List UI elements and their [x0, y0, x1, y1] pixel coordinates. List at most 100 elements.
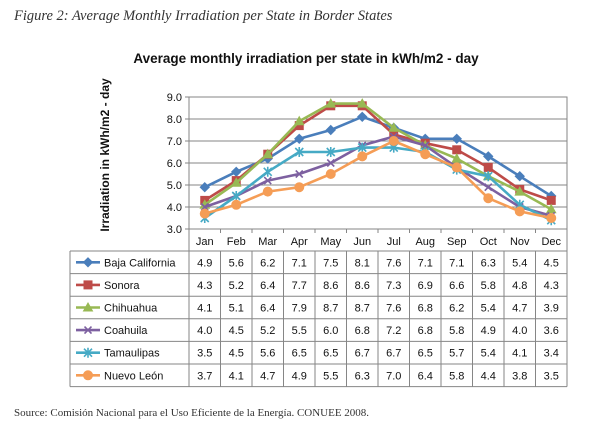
- data-point-chihuahua: [451, 153, 463, 163]
- data-label-nuevo-leon: 3.7: [197, 370, 212, 382]
- data-label-coahuila: 5.8: [449, 325, 464, 337]
- data-point-chihuahua: [356, 98, 368, 108]
- data-label-sonora: 8.6: [355, 280, 370, 292]
- data-label-tamaulipas: 4.5: [229, 348, 244, 360]
- data-label-sonora: 8.6: [323, 280, 338, 292]
- data-point-tamaulipas: [357, 142, 367, 153]
- legend-key-marker-chihuahua: [82, 301, 94, 312]
- legend-label-nuevo-leon: Nuevo León: [104, 370, 163, 382]
- data-point-baja-california: [325, 124, 336, 136]
- data-point-chihuahua: [230, 177, 242, 187]
- data-label-sonora: 6.4: [260, 280, 275, 292]
- data-point-baja-california: [199, 181, 210, 193]
- data-label-nuevo-leon: 3.5: [544, 370, 559, 382]
- data-label-coahuila: 4.9: [481, 325, 496, 337]
- data-label-coahuila: 5.2: [260, 325, 275, 337]
- data-label-nuevo-leon: 7.0: [386, 370, 401, 382]
- data-label-nuevo-leon: 4.1: [229, 370, 244, 382]
- data-label-tamaulipas: 6.7: [355, 348, 370, 360]
- y-tick-label-2: 5.0: [167, 180, 182, 192]
- data-point-coahuila: [263, 176, 272, 185]
- data-label-chihuahua: 5.1: [229, 303, 244, 315]
- data-point-tamaulipas: [231, 191, 241, 201]
- data-label-sonora: 4.3: [544, 280, 559, 292]
- data-label-tamaulipas: 6.5: [323, 348, 338, 360]
- data-label-chihuahua: 6.8: [418, 303, 433, 315]
- x-category-label-0: Jan: [196, 236, 214, 248]
- data-label-chihuahua: 8.7: [355, 303, 370, 315]
- series-line-nuevo-leon: [204, 139, 552, 220]
- legend-key-marker-coahuila: [83, 326, 93, 335]
- data-label-baja-california: 8.1: [355, 257, 370, 269]
- data-point-nuevo-leon: [199, 208, 210, 219]
- data-label-tamaulipas: 6.5: [292, 348, 307, 360]
- data-label-baja-california: 4.9: [197, 257, 212, 269]
- data-label-sonora: 5.2: [229, 280, 244, 292]
- data-point-chihuahua: [325, 98, 337, 108]
- x-category-label-9: Oct: [480, 236, 497, 248]
- series-line-baja-california: [204, 115, 552, 198]
- data-label-tamaulipas: 5.7: [449, 348, 464, 360]
- data-label-sonora: 5.8: [481, 280, 496, 292]
- data-label-tamaulipas: 4.1: [512, 348, 527, 360]
- figure-caption: Figure 2: Average Monthly Irradiation pe…: [14, 8, 393, 24]
- source-note: Source: Comisión Nacional para el Uso Ef…: [14, 407, 370, 419]
- x-category-label-3: Apr: [291, 236, 308, 248]
- data-point-chihuahua: [514, 186, 526, 196]
- data-label-chihuahua: 3.9: [544, 303, 559, 315]
- data-label-chihuahua: 8.7: [323, 303, 338, 315]
- data-point-nuevo-leon: [262, 186, 273, 197]
- data-label-sonora: 7.7: [292, 280, 307, 292]
- data-point-baja-california: [357, 111, 368, 123]
- x-category-label-10: Nov: [510, 236, 530, 248]
- data-label-chihuahua: 6.2: [449, 303, 464, 315]
- data-point-baja-california: [483, 151, 494, 162]
- data-label-tamaulipas: 3.4: [544, 348, 559, 360]
- data-point-chihuahua: [545, 203, 557, 214]
- data-point-nuevo-leon: [388, 136, 399, 146]
- x-category-label-2: Mar: [258, 236, 277, 248]
- y-tick-label-3: 6.0: [167, 158, 182, 170]
- data-point-chihuahua: [388, 122, 400, 132]
- data-label-tamaulipas: 5.4: [481, 348, 496, 360]
- data-label-nuevo-leon: 3.8: [512, 370, 527, 382]
- data-label-chihuahua: 5.4: [481, 303, 496, 315]
- data-point-nuevo-leon: [420, 149, 431, 160]
- data-point-sonora: [546, 195, 556, 205]
- data-label-baja-california: 7.6: [386, 257, 401, 269]
- chart-title: Average monthly irradiation per state in…: [133, 51, 479, 66]
- data-label-baja-california: 7.5: [323, 257, 338, 269]
- series-line-coahuila: [204, 135, 552, 218]
- data-label-chihuahua: 4.1: [197, 303, 212, 315]
- data-point-coahuila: [326, 158, 335, 168]
- data-point-nuevo-leon: [546, 213, 557, 223]
- x-category-label-6: Jul: [387, 236, 401, 248]
- data-point-nuevo-leon: [357, 151, 368, 162]
- data-point-coahuila: [295, 169, 304, 179]
- data-point-sonora: [483, 162, 493, 172]
- x-category-label-1: Feb: [227, 236, 246, 248]
- data-point-baja-california: [231, 166, 242, 178]
- data-label-nuevo-leon: 4.7: [260, 370, 275, 382]
- data-point-coahuila: [484, 183, 493, 192]
- data-label-coahuila: 4.5: [229, 325, 244, 337]
- data-label-tamaulipas: 6.7: [386, 348, 401, 360]
- data-label-coahuila: 4.0: [512, 325, 527, 337]
- legend-key-marker-nuevo-leon: [83, 370, 93, 381]
- y-axis-label: Irradiation in kWh/m2 - day: [98, 78, 112, 232]
- data-label-sonora: 6.6: [449, 280, 464, 292]
- y-tick-label-6: 9.0: [167, 92, 182, 104]
- x-category-label-7: Aug: [415, 236, 435, 248]
- data-label-baja-california: 7.1: [449, 257, 464, 269]
- data-label-chihuahua: 7.6: [386, 303, 401, 315]
- y-tick-label-1: 4.0: [167, 202, 182, 214]
- data-label-coahuila: 6.0: [323, 325, 338, 337]
- data-label-sonora: 4.3: [197, 280, 212, 292]
- legend-label-baja-california: Baja California: [104, 257, 176, 269]
- data-point-tamaulipas: [326, 147, 336, 157]
- data-label-chihuahua: 4.7: [512, 303, 527, 315]
- legend-label-tamaulipas: Tamaulipas: [104, 348, 160, 360]
- data-label-baja-california: 7.1: [418, 257, 433, 269]
- data-point-nuevo-leon: [514, 206, 525, 217]
- data-label-nuevo-leon: 6.3: [355, 370, 370, 382]
